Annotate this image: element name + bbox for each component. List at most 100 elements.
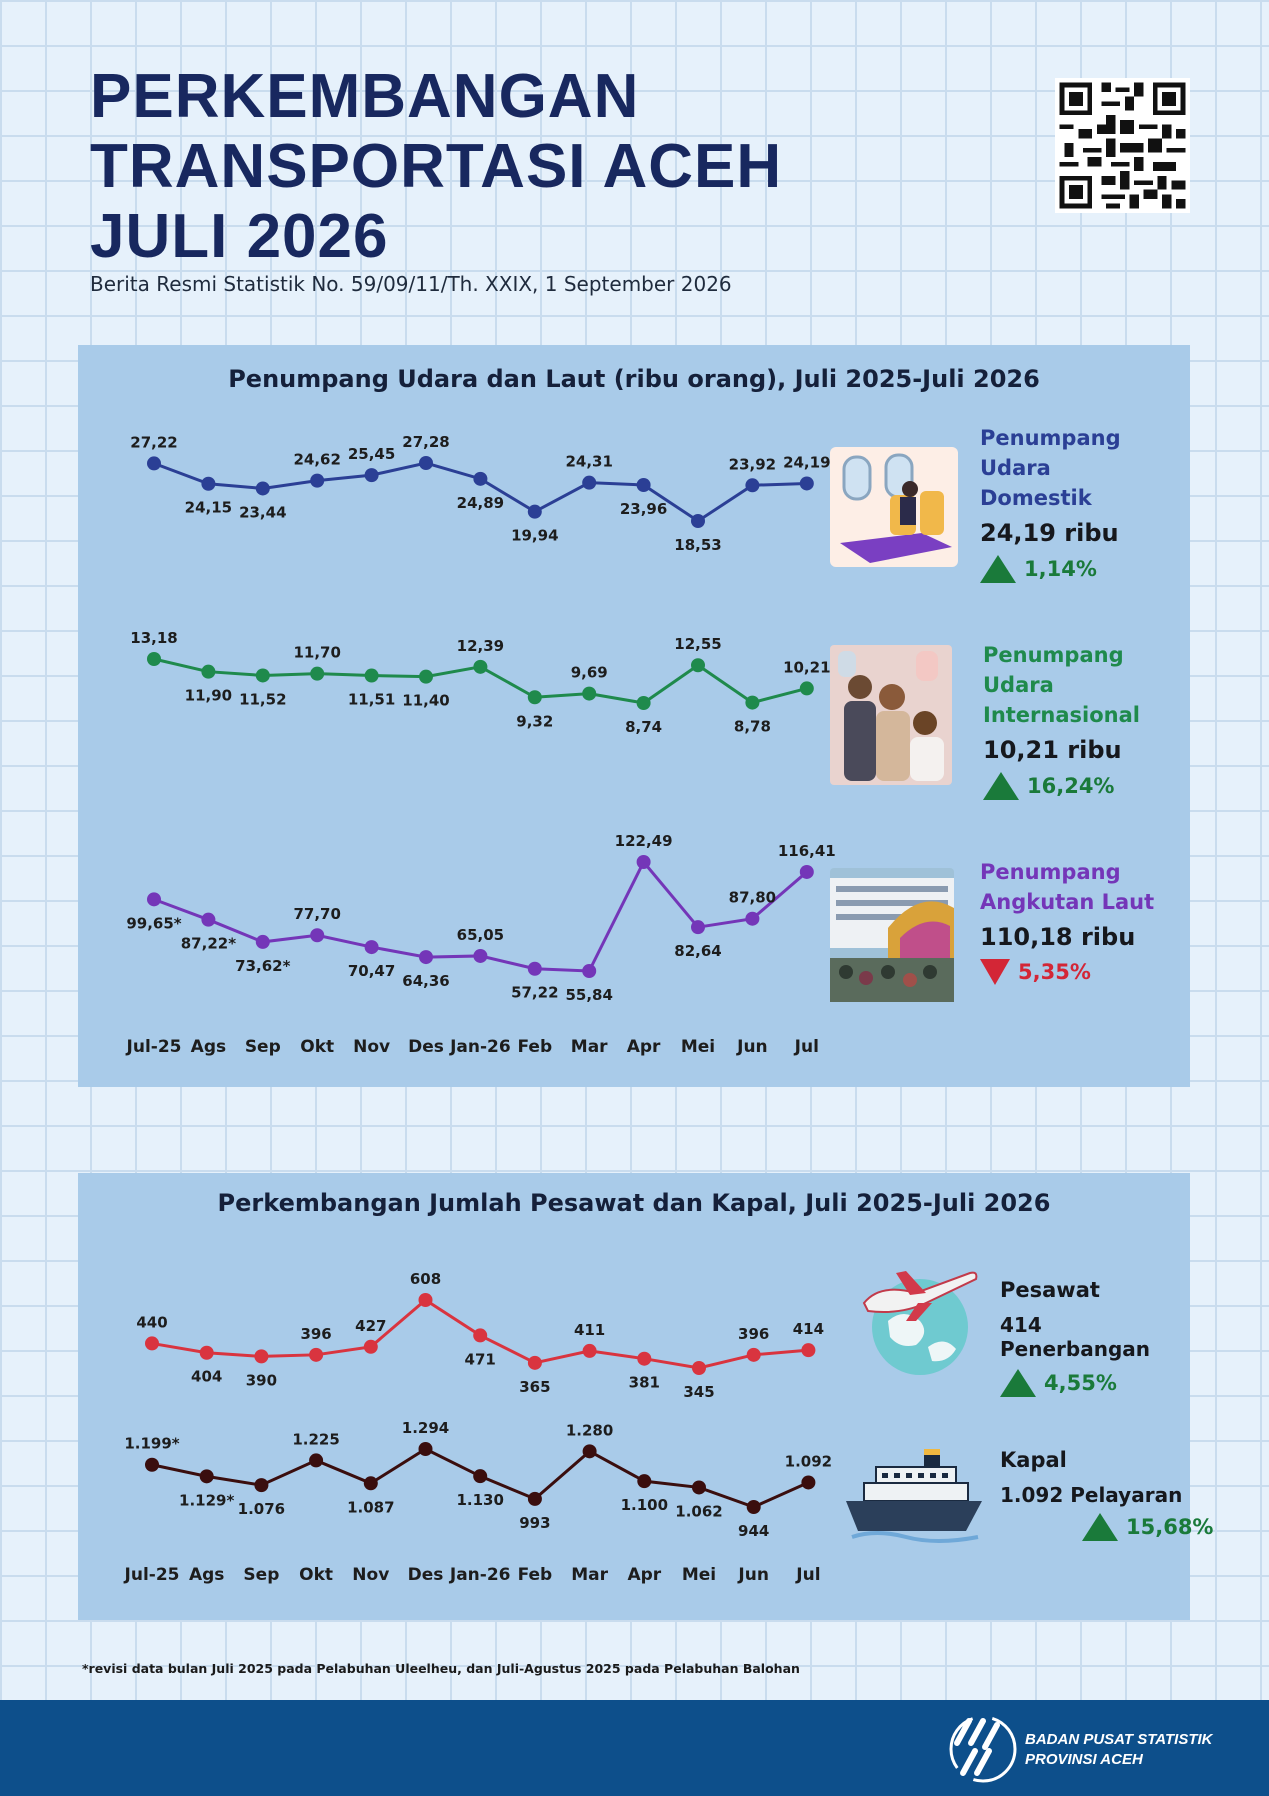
data-label-penumpang-udara-domestik: 23,96 bbox=[620, 500, 667, 518]
info-kapal-change: 15,68% bbox=[1082, 1513, 1213, 1541]
x-tick-label: Ags bbox=[189, 1565, 224, 1585]
x-tick-label: Mar bbox=[571, 1565, 608, 1585]
data-label-kapal: 1.100 bbox=[621, 1496, 668, 1514]
data-point-pesawat bbox=[473, 1328, 488, 1343]
data-label-pesawat: 365 bbox=[519, 1378, 550, 1396]
data-label-penumpang-udara-internasional: 12,55 bbox=[674, 635, 721, 653]
data-point-penumpang-udara-internasional bbox=[799, 681, 814, 696]
info-kapal-name: Kapal bbox=[1000, 1448, 1067, 1472]
data-point-penumpang-angkutan-laut bbox=[582, 964, 597, 978]
data-point-kapal bbox=[199, 1469, 214, 1484]
data-label-pesawat: 390 bbox=[246, 1371, 277, 1389]
data-label-penumpang-angkutan-laut: 87,80 bbox=[729, 889, 776, 907]
data-label-penumpang-udara-domestik: 24,31 bbox=[565, 453, 612, 471]
data-point-penumpang-udara-internasional bbox=[255, 668, 270, 683]
data-point-penumpang-udara-internasional bbox=[364, 668, 379, 683]
data-label-penumpang-udara-domestik: 25,45 bbox=[348, 445, 395, 463]
data-label-penumpang-udara-domestik: 24,15 bbox=[185, 499, 232, 517]
data-point-penumpang-angkutan-laut bbox=[473, 948, 488, 963]
increase-arrow-icon bbox=[1082, 1513, 1118, 1541]
data-label-penumpang-udara-internasional: 11,70 bbox=[293, 644, 340, 662]
data-point-penumpang-udara-domestik bbox=[473, 471, 488, 486]
data-label-pesawat: 411 bbox=[574, 1321, 605, 1339]
data-point-kapal bbox=[145, 1457, 159, 1472]
x-tick-label: Nov bbox=[353, 1037, 390, 1057]
data-point-kapal bbox=[363, 1476, 378, 1491]
vessel-panel: Perkembangan Jumlah Pesawat dan Kapal, J… bbox=[78, 1173, 1213, 1620]
data-label-kapal: 1.280 bbox=[566, 1421, 613, 1439]
data-label-penumpang-udara-internasional: 10,21 bbox=[783, 658, 830, 676]
data-point-penumpang-udara-internasional bbox=[147, 652, 161, 666]
increase-arrow-icon bbox=[983, 772, 1019, 800]
x-tick-label: Jun bbox=[736, 1037, 768, 1057]
bps-logo-icon bbox=[949, 1715, 1017, 1783]
data-point-penumpang-udara-internasional bbox=[745, 695, 760, 710]
data-point-kapal bbox=[473, 1469, 488, 1484]
info-kapal-value: 1.092 Pelayaran bbox=[1000, 1483, 1183, 1507]
bps-name-line-1: BADAN PUSAT STATISTIK bbox=[1025, 1731, 1213, 1748]
x-tick-label: Apr bbox=[627, 1037, 661, 1057]
data-point-kapal bbox=[527, 1491, 542, 1506]
x-tick-label: Jul bbox=[795, 1565, 820, 1585]
info-udara-domestik-name-1: Penumpang Udara bbox=[980, 426, 1121, 480]
data-point-penumpang-udara-internasional bbox=[310, 666, 325, 681]
data-point-pesawat bbox=[199, 1345, 214, 1360]
data-label-penumpang-angkutan-laut: 55,84 bbox=[565, 986, 612, 1004]
data-label-pesawat: 381 bbox=[629, 1374, 660, 1392]
data-label-penumpang-udara-internasional: 11,51 bbox=[348, 691, 395, 709]
data-point-penumpang-angkutan-laut bbox=[799, 864, 814, 879]
data-label-penumpang-udara-domestik: 24,19 bbox=[783, 453, 830, 471]
data-label-kapal: 1.062 bbox=[675, 1502, 722, 1520]
data-label-kapal: 993 bbox=[519, 1514, 550, 1532]
data-label-penumpang-angkutan-laut: 87,22* bbox=[181, 935, 236, 953]
data-point-penumpang-angkutan-laut bbox=[201, 912, 216, 927]
info-laut: Penumpang Angkutan Laut 110,18 ribu 5,35… bbox=[980, 857, 1154, 985]
data-label-pesawat: 440 bbox=[136, 1313, 167, 1331]
x-tick-label: Mei bbox=[682, 1565, 716, 1585]
data-point-penumpang-angkutan-laut bbox=[364, 940, 379, 955]
x-tick-label: Okt bbox=[300, 1037, 334, 1057]
data-label-penumpang-udara-internasional: 8,74 bbox=[625, 718, 662, 736]
data-point-penumpang-udara-internasional bbox=[636, 696, 651, 710]
data-label-penumpang-udara-domestik: 23,44 bbox=[239, 503, 286, 521]
x-tick-label: Jun bbox=[737, 1565, 769, 1585]
x-tick-label: Okt bbox=[299, 1565, 333, 1585]
bps-name-line-2: PROVINSI ACEH bbox=[1025, 1751, 1143, 1768]
x-tick-label: Mar bbox=[571, 1037, 608, 1057]
passenger-line-chart: 27,22 24,15 23,44 24,62 25,45 27,28 24,89 19,94… bbox=[126, 433, 836, 1057]
data-label-penumpang-angkutan-laut: 122,49 bbox=[615, 832, 673, 850]
title-line-1: PERKEMBANGAN bbox=[90, 62, 640, 131]
info-udara-domestik-change-value: 1,14% bbox=[1024, 557, 1097, 581]
x-tick-label: Des bbox=[408, 1565, 444, 1585]
data-label-kapal: 1.076 bbox=[238, 1500, 285, 1518]
info-udara-internasional-value: 10,21 ribu bbox=[983, 736, 1122, 764]
data-label-penumpang-angkutan-laut: 99,65* bbox=[126, 914, 181, 932]
title-line-2: TRANSPORTASI ACEH bbox=[90, 132, 783, 201]
data-point-penumpang-angkutan-laut bbox=[147, 892, 161, 907]
info-pesawat: Pesawat 414 Penerbangan 4,55% bbox=[1000, 1275, 1190, 1397]
data-label-kapal: 1.199* bbox=[124, 1435, 179, 1453]
data-point-penumpang-udara-domestik bbox=[364, 468, 379, 483]
data-label-penumpang-udara-domestik: 27,22 bbox=[130, 433, 177, 451]
x-tick-label: Jul-25 bbox=[126, 1037, 182, 1057]
x-tick-label: Jan-26 bbox=[449, 1037, 511, 1057]
vessel-panel-title: Perkembangan Jumlah Pesawat dan Kapal, J… bbox=[217, 1189, 1051, 1217]
x-tick-label: Feb bbox=[517, 1037, 552, 1057]
qr-code-icon[interactable] bbox=[1055, 78, 1190, 213]
data-point-penumpang-udara-internasional bbox=[419, 669, 433, 684]
data-label-penumpang-angkutan-laut: 73,62* bbox=[235, 957, 290, 975]
footer-bar bbox=[0, 1700, 1269, 1796]
data-label-kapal: 944 bbox=[738, 1522, 769, 1540]
data-point-penumpang-udara-internasional bbox=[473, 659, 488, 674]
data-point-kapal bbox=[692, 1480, 706, 1495]
data-label-kapal: 1.294 bbox=[402, 1419, 449, 1437]
data-point-pesawat bbox=[145, 1336, 159, 1351]
passengers-illustration-icon bbox=[830, 645, 952, 785]
data-point-penumpang-udara-internasional bbox=[527, 690, 542, 705]
data-point-kapal bbox=[309, 1453, 324, 1468]
airplane-globe-icon bbox=[862, 1271, 978, 1375]
info-laut-name-1: Penumpang bbox=[980, 860, 1121, 884]
data-label-penumpang-udara-domestik: 19,94 bbox=[511, 527, 558, 545]
data-point-penumpang-udara-internasional bbox=[582, 686, 597, 701]
info-pesawat-name: Pesawat bbox=[1000, 1278, 1100, 1302]
